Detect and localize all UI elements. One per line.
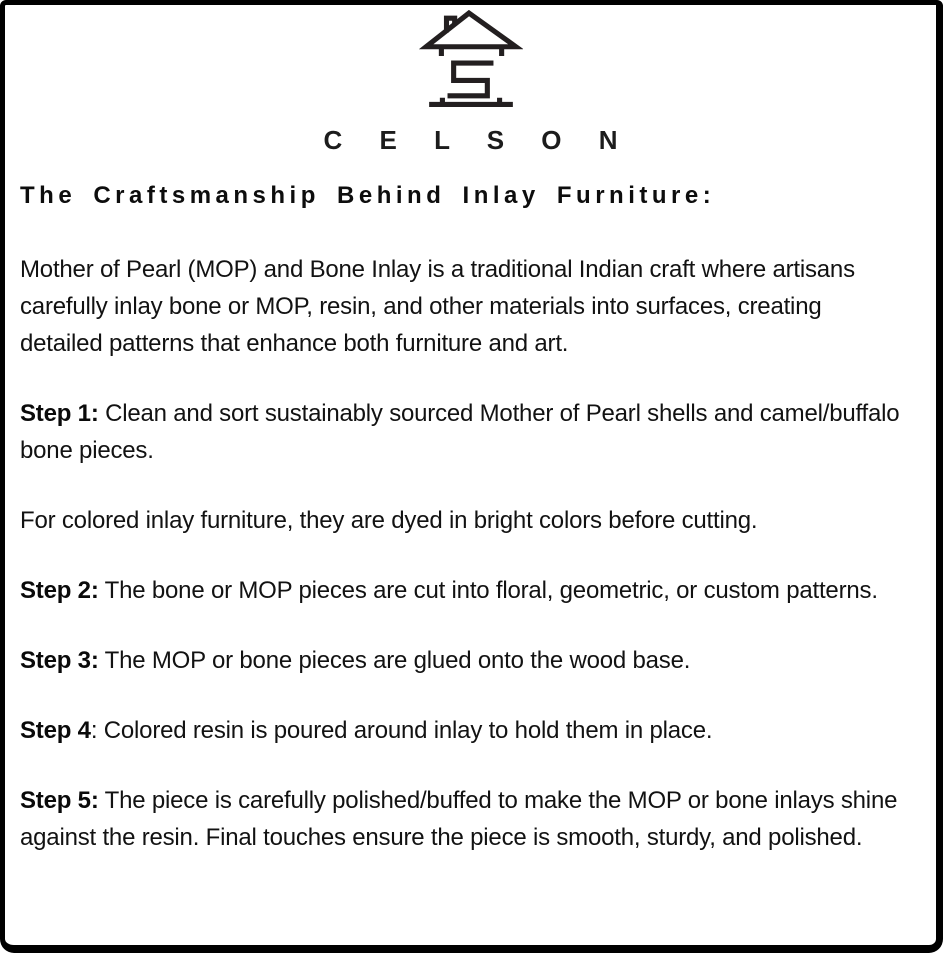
step-3-paragraph: Step 3: The MOP or bone pieces are glued…	[20, 642, 904, 679]
house-with-s-monogram-icon	[418, 10, 523, 107]
note-text: For colored inlay furniture, they are dy…	[20, 507, 758, 534]
step-5-label: Step 5:	[20, 787, 99, 814]
flyer-content: The Craftsmanship Behind Inlay Furniture…	[5, 181, 936, 856]
step-4-paragraph: Step 4: Colored resin is poured around i…	[20, 712, 904, 749]
brand-name: C E L S O N	[323, 125, 633, 155]
step-1-label: Step 1:	[20, 400, 99, 427]
step-5-paragraph: Step 5: The piece is carefully polished/…	[20, 782, 904, 856]
step-3-label: Step 3:	[20, 647, 99, 674]
step-2-paragraph: Step 2: The bone or MOP pieces are cut i…	[20, 572, 904, 609]
intro-text: Mother of Pearl (MOP) and Bone Inlay is …	[20, 256, 855, 357]
eave-ticks	[438, 48, 504, 56]
step-3-text: The MOP or bone pieces are glued onto th…	[98, 647, 691, 674]
colored-inlay-note: For colored inlay furniture, they are dy…	[20, 502, 904, 539]
s-monogram-stroke	[447, 60, 493, 99]
step-4-label: Step 4	[20, 717, 91, 744]
step-5-text: The piece is carefully polished/buffed t…	[20, 787, 898, 851]
roof-stroke	[418, 10, 523, 50]
step-2-text: The bone or MOP pieces are cut into flor…	[98, 577, 878, 604]
step-1-paragraph: Step 1: Clean and sort sustainably sourc…	[20, 395, 904, 469]
body-copy: Mother of Pearl (MOP) and Bone Inlay is …	[20, 251, 904, 856]
step-2-label: Step 2:	[20, 577, 99, 604]
page-title: The Craftsmanship Behind Inlay Furniture…	[20, 182, 716, 209]
step-4-text: : Colored resin is poured around inlay t…	[90, 717, 713, 744]
intro-paragraph: Mother of Pearl (MOP) and Bone Inlay is …	[20, 251, 904, 362]
step-1-text: Clean and sort sustainably sourced Mothe…	[20, 400, 900, 464]
brand-header: C E L S O N	[5, 5, 936, 156]
